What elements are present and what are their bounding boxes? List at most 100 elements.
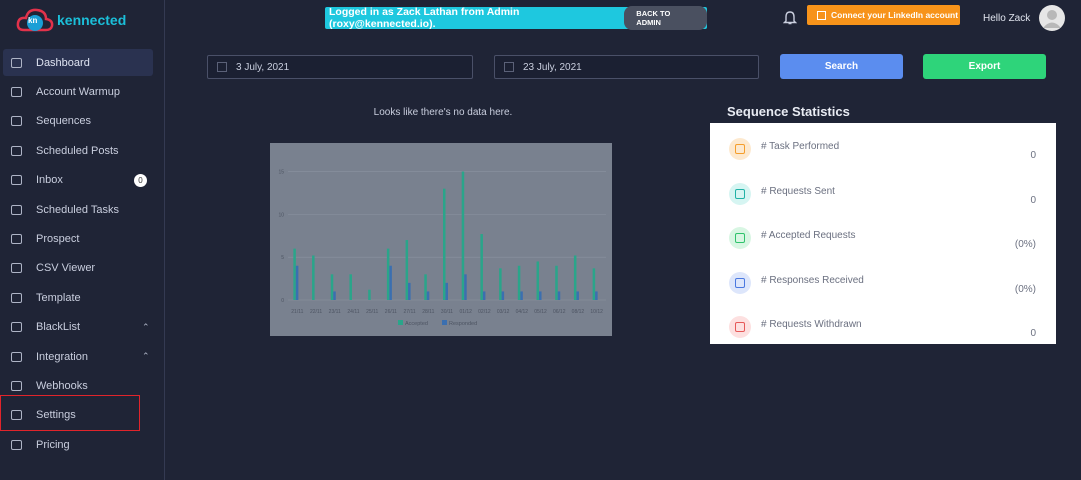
x-tick-label: 03/12 — [497, 309, 510, 315]
y-tick-label: 10 — [278, 212, 284, 218]
bar — [536, 261, 540, 300]
logo-icon — [16, 8, 54, 32]
nav-icon — [11, 322, 22, 333]
avatar[interactable] — [1039, 5, 1065, 31]
stat-icon — [729, 138, 751, 160]
nav-icon — [11, 175, 22, 186]
nav-item[interactable]: Settings — [3, 402, 153, 429]
bar — [461, 171, 465, 300]
stat-value: 0 — [1030, 194, 1036, 206]
legend-swatch — [398, 320, 403, 325]
nav-item[interactable]: Scheduled Tasks — [3, 196, 153, 223]
sidebar: kn kennected Dashboard Account Warmup Sequ… — [0, 0, 165, 480]
calendar-icon — [504, 62, 514, 72]
nav-item[interactable]: CSV Viewer — [3, 255, 153, 282]
bar — [499, 268, 502, 300]
x-tick-label: 08/12 — [572, 309, 585, 315]
legend-swatch — [442, 320, 447, 325]
nav-label: Integration — [36, 350, 88, 363]
chevron-icon: ⌃ — [142, 321, 150, 332]
nav-label: Scheduled Posts — [36, 144, 119, 157]
x-tick-label: 21/11 — [291, 309, 303, 315]
nav-item[interactable]: Webhooks — [3, 372, 153, 399]
stat-icon — [729, 182, 751, 205]
bar — [386, 248, 390, 300]
nav-icon — [11, 204, 22, 215]
bar — [443, 188, 446, 300]
bar — [557, 291, 561, 300]
nav-icon — [11, 410, 22, 421]
nav-icon — [11, 351, 22, 362]
bar — [464, 274, 467, 300]
nav-item[interactable]: Integration ⌃ — [3, 343, 153, 370]
stat-label: # Task Performed — [761, 141, 840, 152]
nav-label: Template — [36, 291, 81, 304]
nav-label: Pricing — [36, 438, 70, 451]
end-date: 23 July, 2021 — [523, 61, 582, 73]
bar — [368, 289, 371, 300]
nav-icon — [11, 263, 22, 274]
x-tick-label: 04/12 — [516, 309, 529, 315]
nav-label: CSV Viewer — [36, 262, 96, 275]
highlight-box — [0, 395, 140, 431]
nav-item[interactable]: Dashboard — [3, 49, 153, 76]
bell-icon[interactable] — [783, 10, 797, 25]
stat-label: # Requests Withdrawn — [761, 319, 862, 330]
nav-item[interactable]: Sequences — [3, 108, 153, 135]
linkedin-button-label: Connect your LinkedIn account — [831, 10, 959, 20]
bar — [517, 265, 521, 300]
stat-label: # Requests Sent — [761, 185, 835, 197]
nav-icon — [11, 292, 22, 303]
x-tick-label: 28/11 — [422, 309, 434, 315]
nav-item[interactable]: Scheduled Posts — [3, 137, 153, 164]
stat-value: (0%) — [1014, 283, 1036, 295]
chart-background — [270, 143, 612, 336]
legend-label: Responded — [449, 321, 477, 327]
stat-icon-glyph — [735, 322, 745, 332]
bar — [480, 234, 483, 300]
bar — [501, 291, 505, 300]
bar — [424, 274, 427, 300]
export-button[interactable]: Export — [923, 54, 1046, 79]
stat-value: (0%) — [1014, 239, 1036, 250]
linkedin-button[interactable]: Connect your LinkedIn account — [807, 5, 960, 25]
bar — [555, 265, 558, 300]
stat-row: # Requests Withdrawn 0 — [710, 308, 1056, 352]
end-date-input[interactable]: 23 July, 2021 — [494, 55, 759, 79]
bar — [595, 291, 598, 300]
nav-label: Dashboard — [36, 56, 90, 69]
stat-row: # Accepted Requests (0%) — [710, 219, 1056, 263]
nav-icon — [11, 439, 22, 450]
search-button[interactable]: Search — [780, 54, 903, 79]
nav-label: Webhooks — [36, 379, 88, 392]
bar — [330, 274, 334, 300]
linkedin-icon — [817, 10, 826, 20]
statistics-title: Sequence Statistics — [727, 104, 850, 119]
nav-item[interactable]: Inbox 0 — [3, 167, 153, 194]
nav-item[interactable]: Account Warmup — [3, 78, 153, 105]
start-date: 3 July, 2021 — [236, 61, 290, 73]
bar — [405, 240, 409, 300]
bar — [426, 291, 430, 300]
start-date-input[interactable]: 3 July, 2021 — [207, 55, 473, 79]
stat-label: # Accepted Requests — [761, 230, 856, 241]
stat-icon — [729, 227, 751, 249]
nav-icon — [11, 57, 22, 68]
bar — [312, 255, 315, 300]
nav-item[interactable]: Pricing — [3, 431, 153, 458]
nav-icon — [11, 86, 22, 97]
bar — [482, 291, 486, 300]
nav-item[interactable]: Template — [3, 284, 153, 311]
nav-icon — [11, 116, 22, 127]
nav-item[interactable]: Prospect — [3, 225, 153, 252]
back-to-admin-button[interactable]: BACK TO ADMIN — [624, 6, 707, 30]
nav-label: Inbox — [36, 174, 63, 187]
greeting: Hello Zack — [983, 13, 1031, 24]
x-tick-label: 10/12 — [590, 309, 603, 315]
nav-item[interactable]: BlackList ⌃ — [3, 314, 153, 341]
bar — [408, 282, 411, 300]
stat-icon-glyph — [735, 144, 745, 154]
nav-label: Prospect — [36, 232, 80, 245]
x-tick-label: 27/11 — [404, 309, 416, 315]
stat-icon-glyph — [735, 188, 745, 199]
